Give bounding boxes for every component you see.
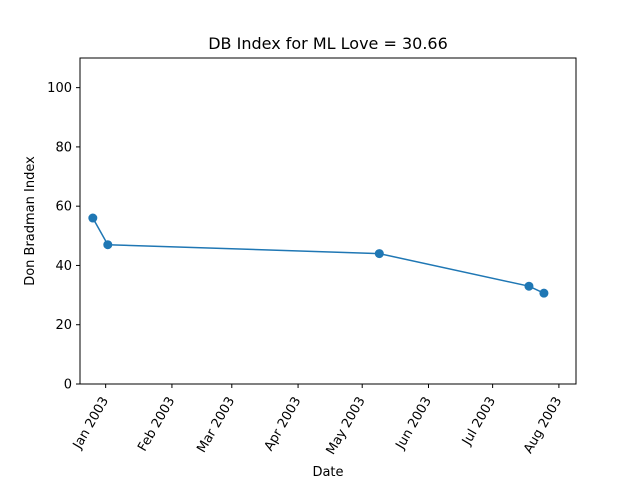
plot-area — [79, 57, 577, 385]
y-tick-label: 100 — [47, 81, 72, 96]
data-point — [103, 240, 113, 250]
y-tick-label: 0 — [64, 378, 72, 393]
chart-title: DB Index for ML Love = 30.66 — [208, 34, 448, 53]
axes-frame — [79, 57, 577, 385]
data-point — [539, 288, 549, 298]
data-point — [524, 281, 534, 291]
series-layer — [88, 213, 549, 298]
data-point — [88, 213, 98, 223]
y-tick-label: 80 — [55, 140, 72, 155]
y-tick-label: 40 — [55, 259, 72, 274]
x-axis-label: Date — [312, 465, 343, 480]
data-point — [374, 249, 384, 259]
y-axis-label: Don Bradman Index — [23, 156, 38, 286]
y-tick-label: 20 — [55, 318, 72, 333]
y-tick-label: 60 — [55, 200, 72, 215]
y-axis: 0 20 40 60 80 100 — [47, 81, 80, 393]
